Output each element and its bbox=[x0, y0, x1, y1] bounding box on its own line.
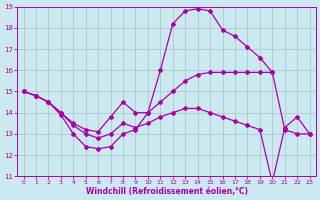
X-axis label: Windchill (Refroidissement éolien,°C): Windchill (Refroidissement éolien,°C) bbox=[85, 187, 248, 196]
